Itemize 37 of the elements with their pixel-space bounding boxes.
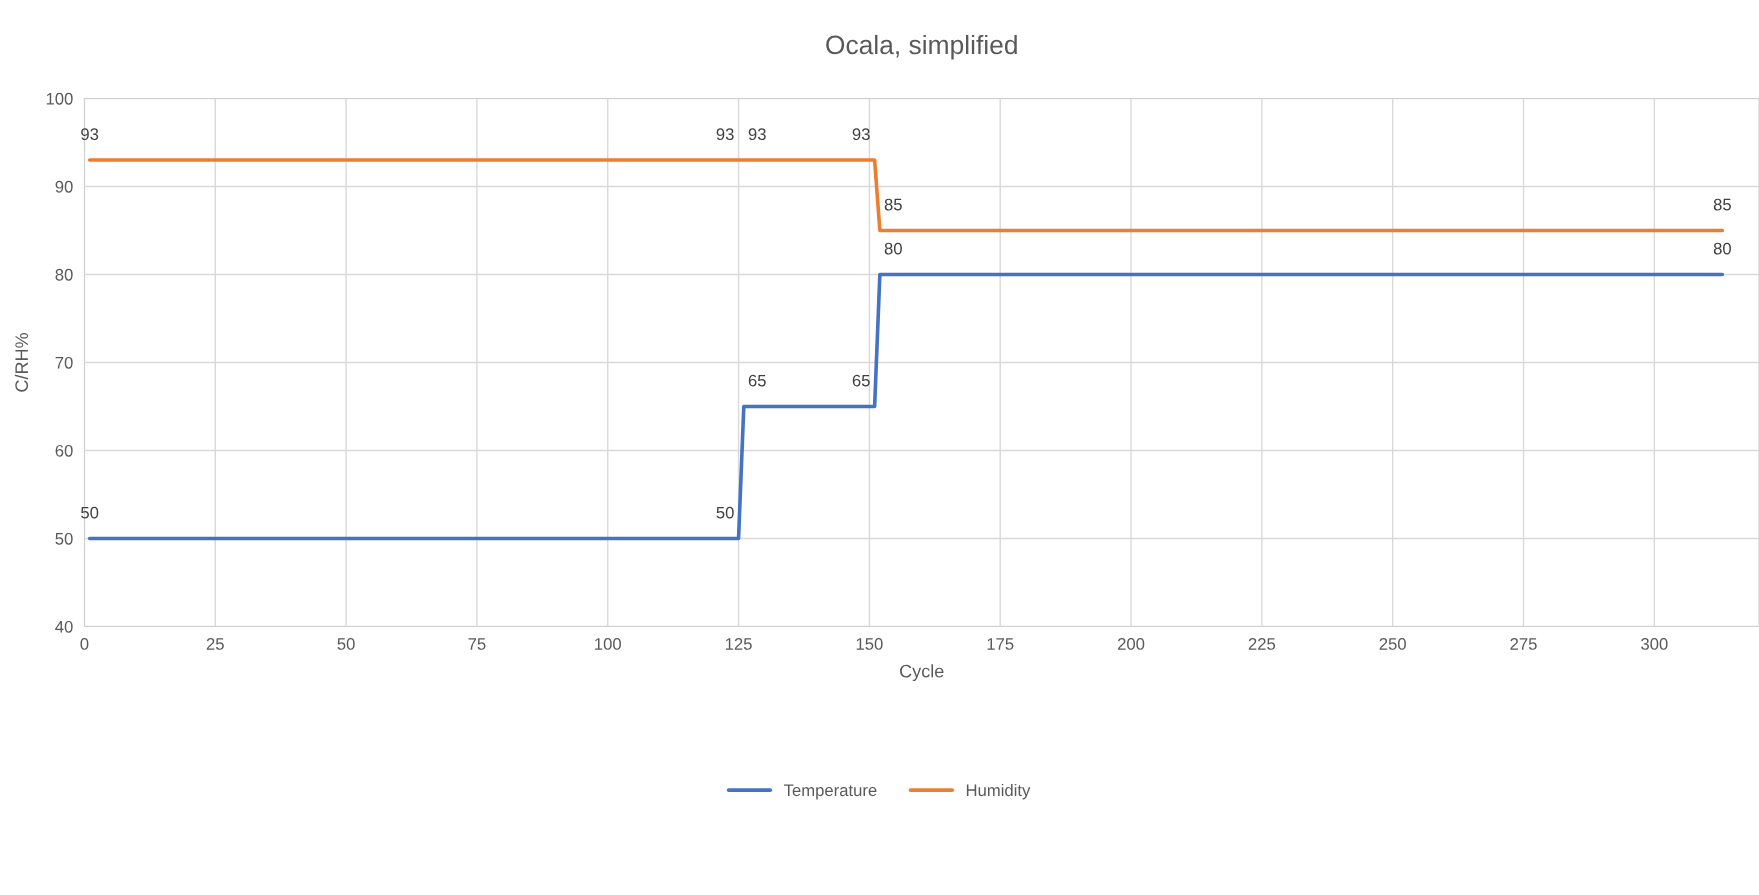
legend-label: Humidity bbox=[966, 783, 1031, 800]
data-label: 93 bbox=[81, 128, 99, 141]
data-label: 65 bbox=[748, 374, 766, 387]
y-tick-label: 80 bbox=[55, 268, 73, 281]
data-label: 65 bbox=[852, 374, 870, 387]
x-tick-label: 275 bbox=[1510, 638, 1537, 650]
data-label: 93 bbox=[852, 128, 870, 141]
data-label: 93 bbox=[748, 128, 766, 141]
chart-title: Ocala, simplified bbox=[826, 34, 1017, 60]
y-tick-label: 60 bbox=[55, 444, 73, 457]
data-label: 80 bbox=[884, 242, 902, 255]
y-tick-label: 50 bbox=[55, 532, 73, 545]
x-tick-label: 300 bbox=[1641, 638, 1668, 650]
data-label: 50 bbox=[81, 506, 99, 519]
data-label: 80 bbox=[1713, 242, 1731, 255]
x-axis-title: Cycle bbox=[900, 664, 944, 682]
data-label: 85 bbox=[1713, 198, 1731, 211]
x-tick-label: 250 bbox=[1379, 638, 1406, 650]
y-tick-label: 90 bbox=[55, 180, 73, 193]
x-tick-label: 50 bbox=[337, 638, 355, 650]
data-label: 85 bbox=[884, 198, 902, 211]
y-axis-title: C/RH% bbox=[14, 333, 29, 392]
x-tick-label: 175 bbox=[987, 638, 1014, 650]
x-tick-label: 75 bbox=[468, 638, 486, 650]
legend-label: Temperature bbox=[784, 784, 877, 800]
y-tick-label: 40 bbox=[55, 620, 73, 633]
x-tick-label: 125 bbox=[725, 638, 752, 650]
data-label: 50 bbox=[716, 506, 734, 519]
y-tick-label: 100 bbox=[46, 92, 73, 105]
y-tick-label: 70 bbox=[55, 356, 73, 369]
x-tick-label: 0 bbox=[80, 638, 89, 650]
x-tick-label: 200 bbox=[1117, 638, 1145, 650]
x-tick-label: 150 bbox=[856, 638, 883, 650]
x-tick-label: 100 bbox=[595, 638, 621, 650]
x-tick-label: 25 bbox=[206, 638, 224, 650]
x-tick-label: 225 bbox=[1248, 638, 1276, 650]
data-label: 93 bbox=[716, 128, 734, 141]
